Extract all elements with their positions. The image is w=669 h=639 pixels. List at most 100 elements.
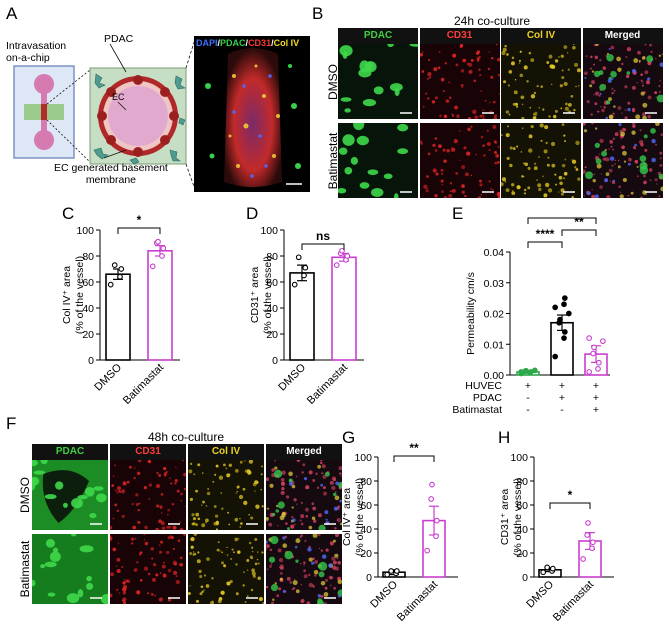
micrograph-col [188,460,264,530]
row-label: DMSO [18,477,32,513]
data-point [561,295,568,301]
data-point [584,532,591,538]
significance-bracket [301,243,345,250]
data-point [301,272,307,279]
micrograph-merged [582,44,663,119]
data-point [580,556,587,562]
data-point [549,565,556,572]
column-label: Col IV [501,28,581,44]
y-tick-label: 20 [266,329,278,341]
micrograph-cd31 [419,44,500,119]
micrograph-cd31 [110,460,186,530]
data-point [586,335,593,341]
data-point [433,533,439,540]
data-point [561,301,567,308]
stain-label: / [271,38,274,48]
column-label: Merged [582,28,663,44]
y-tick-label: 60 [516,500,528,512]
data-point [117,273,123,280]
panel-a-micrograph: DAPI/PDAC/CD31/Col IV [194,36,310,192]
data-point [159,253,165,259]
micrograph-cd31 [419,123,500,198]
data-point [339,247,345,254]
x-tick-label: Batimastat [395,579,440,624]
data-point [333,262,340,268]
data-point [424,547,431,554]
y-tick-label: 100 [354,452,372,464]
micrograph-merged [266,460,342,530]
data-point [160,245,167,252]
y-tick-label: 80 [82,251,94,263]
data-point [433,517,440,524]
y-tick-label: 40 [360,524,372,536]
chip-vessel [41,104,47,120]
y-axis-label: CD31⁺ area [249,267,261,323]
chart-h: 0 20 40 60 80 100 CD31⁺ area (% of the vessel) D… [499,452,614,624]
panel-letter-c: C [62,204,75,223]
data-point [155,238,161,245]
significance-bracket [117,227,161,234]
micrograph-col [501,44,581,119]
y-tick-label: 80 [360,476,372,488]
data-point [561,329,568,335]
y-tick-label: 0.01 [484,339,505,351]
data-point [107,281,114,288]
data-point [429,481,435,488]
x-group-label: HUVEC [465,380,502,392]
panel-letter-e: E [452,204,464,223]
chart-g: 0 20 40 60 80 100 Col IV⁺ area (% of the vessel… [341,441,458,624]
x-group-sign: + [559,380,565,392]
y-tick-label: 20 [82,329,94,341]
data-point [384,571,391,578]
data-point [589,539,596,546]
data-point [552,353,559,360]
x-group-sign: - [560,404,564,416]
y-tick-label: 20 [360,548,372,560]
y-tick-label: 0.03 [484,278,505,290]
significance-label: **** [536,227,555,241]
significance-bracket [527,217,597,224]
y-axis-label: (% of the vessel) [74,256,86,334]
chart-c: 0 20 40 60 80 100 Col IV⁺ area (% of the vessel… [61,215,180,407]
x-group-sign: + [593,392,599,404]
x-group-sign: + [593,380,599,392]
column-label: CD31 [419,28,500,44]
significance-bracket [527,241,563,248]
x-tick-label: DMSO [276,361,308,393]
x-group-sign: + [559,392,565,404]
x-group-label: Batimastat [452,404,502,416]
data-point [540,569,547,576]
stain-legend: DAPI/PDAC/CD31/Col IV [196,38,299,48]
x-group-label: PDAC [473,392,503,404]
data-point [599,338,606,345]
panel-letter-g: G [342,428,356,447]
data-point [591,344,597,351]
y-tick-label: 60 [360,500,372,512]
stain-label: / [217,38,221,48]
y-tick-label: 80 [516,476,528,488]
data-point [291,281,298,288]
data-point [388,568,395,574]
y-axis-label: Col IV⁺ area [341,488,353,546]
significance-label: * [137,215,142,227]
bar [331,256,357,361]
x-tick-label: Batimastat [121,362,166,407]
data-point [523,367,529,374]
micrograph-pdac [338,123,418,198]
y-tick-label: 60 [266,277,278,289]
y-tick-label: 0 [522,572,528,584]
micrograph-pdac [338,44,418,119]
y-tick-label: 100 [510,452,528,464]
column-label: Merged [266,444,342,460]
data-point [393,568,400,574]
significance-label: * [568,488,573,502]
y-tick-label: 100 [260,225,278,237]
y-tick-label: 60 [82,277,94,289]
chart-e: 0.00 0.01 0.02 0.03 0.04 Permeability cm/s HUV… [452,215,610,416]
x-tick-label: DMSO [524,578,556,610]
y-tick-label: 0 [272,355,278,367]
micrograph-merged [582,123,663,198]
y-tick-label: 0.00 [484,370,505,382]
x-tick-label: Batimastat [305,362,350,407]
stain-label: / [245,38,249,48]
